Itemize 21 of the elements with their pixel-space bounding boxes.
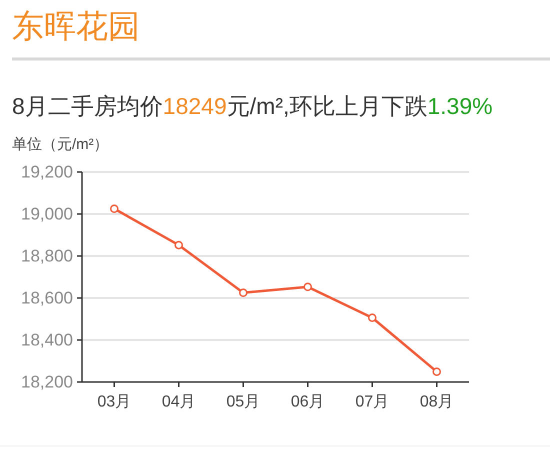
y-axis-title: 单位（元/m²） <box>12 136 109 153</box>
point <box>174 240 183 250</box>
y-tick-label: 18,600 <box>21 288 73 308</box>
x-tick-label: 03月 <box>97 394 132 410</box>
x-tick-label: 08月 <box>420 394 454 410</box>
point <box>368 313 376 322</box>
point <box>110 204 118 213</box>
x-tick-label: 04月 <box>162 394 196 410</box>
y-tick-label: 19,000 <box>21 204 73 224</box>
point <box>432 367 441 376</box>
y-tick-label: 18,400 <box>21 330 73 350</box>
point <box>304 282 312 292</box>
x-tick-label: 05月 <box>226 394 260 410</box>
y-tick-label: 18,200 <box>21 372 73 392</box>
x-tick-label: 07月 <box>355 394 390 410</box>
y-tick-label: 19,200 <box>21 162 73 182</box>
chart-title: 东晖花园 <box>12 8 140 44</box>
point <box>239 288 248 297</box>
y-tick-label: 18,800 <box>21 246 73 266</box>
chart-subtitle: 8月二手房均价18249元/m²,环比上月下跌1.39% <box>12 93 493 119</box>
x-tick-label: 06月 <box>290 394 325 410</box>
